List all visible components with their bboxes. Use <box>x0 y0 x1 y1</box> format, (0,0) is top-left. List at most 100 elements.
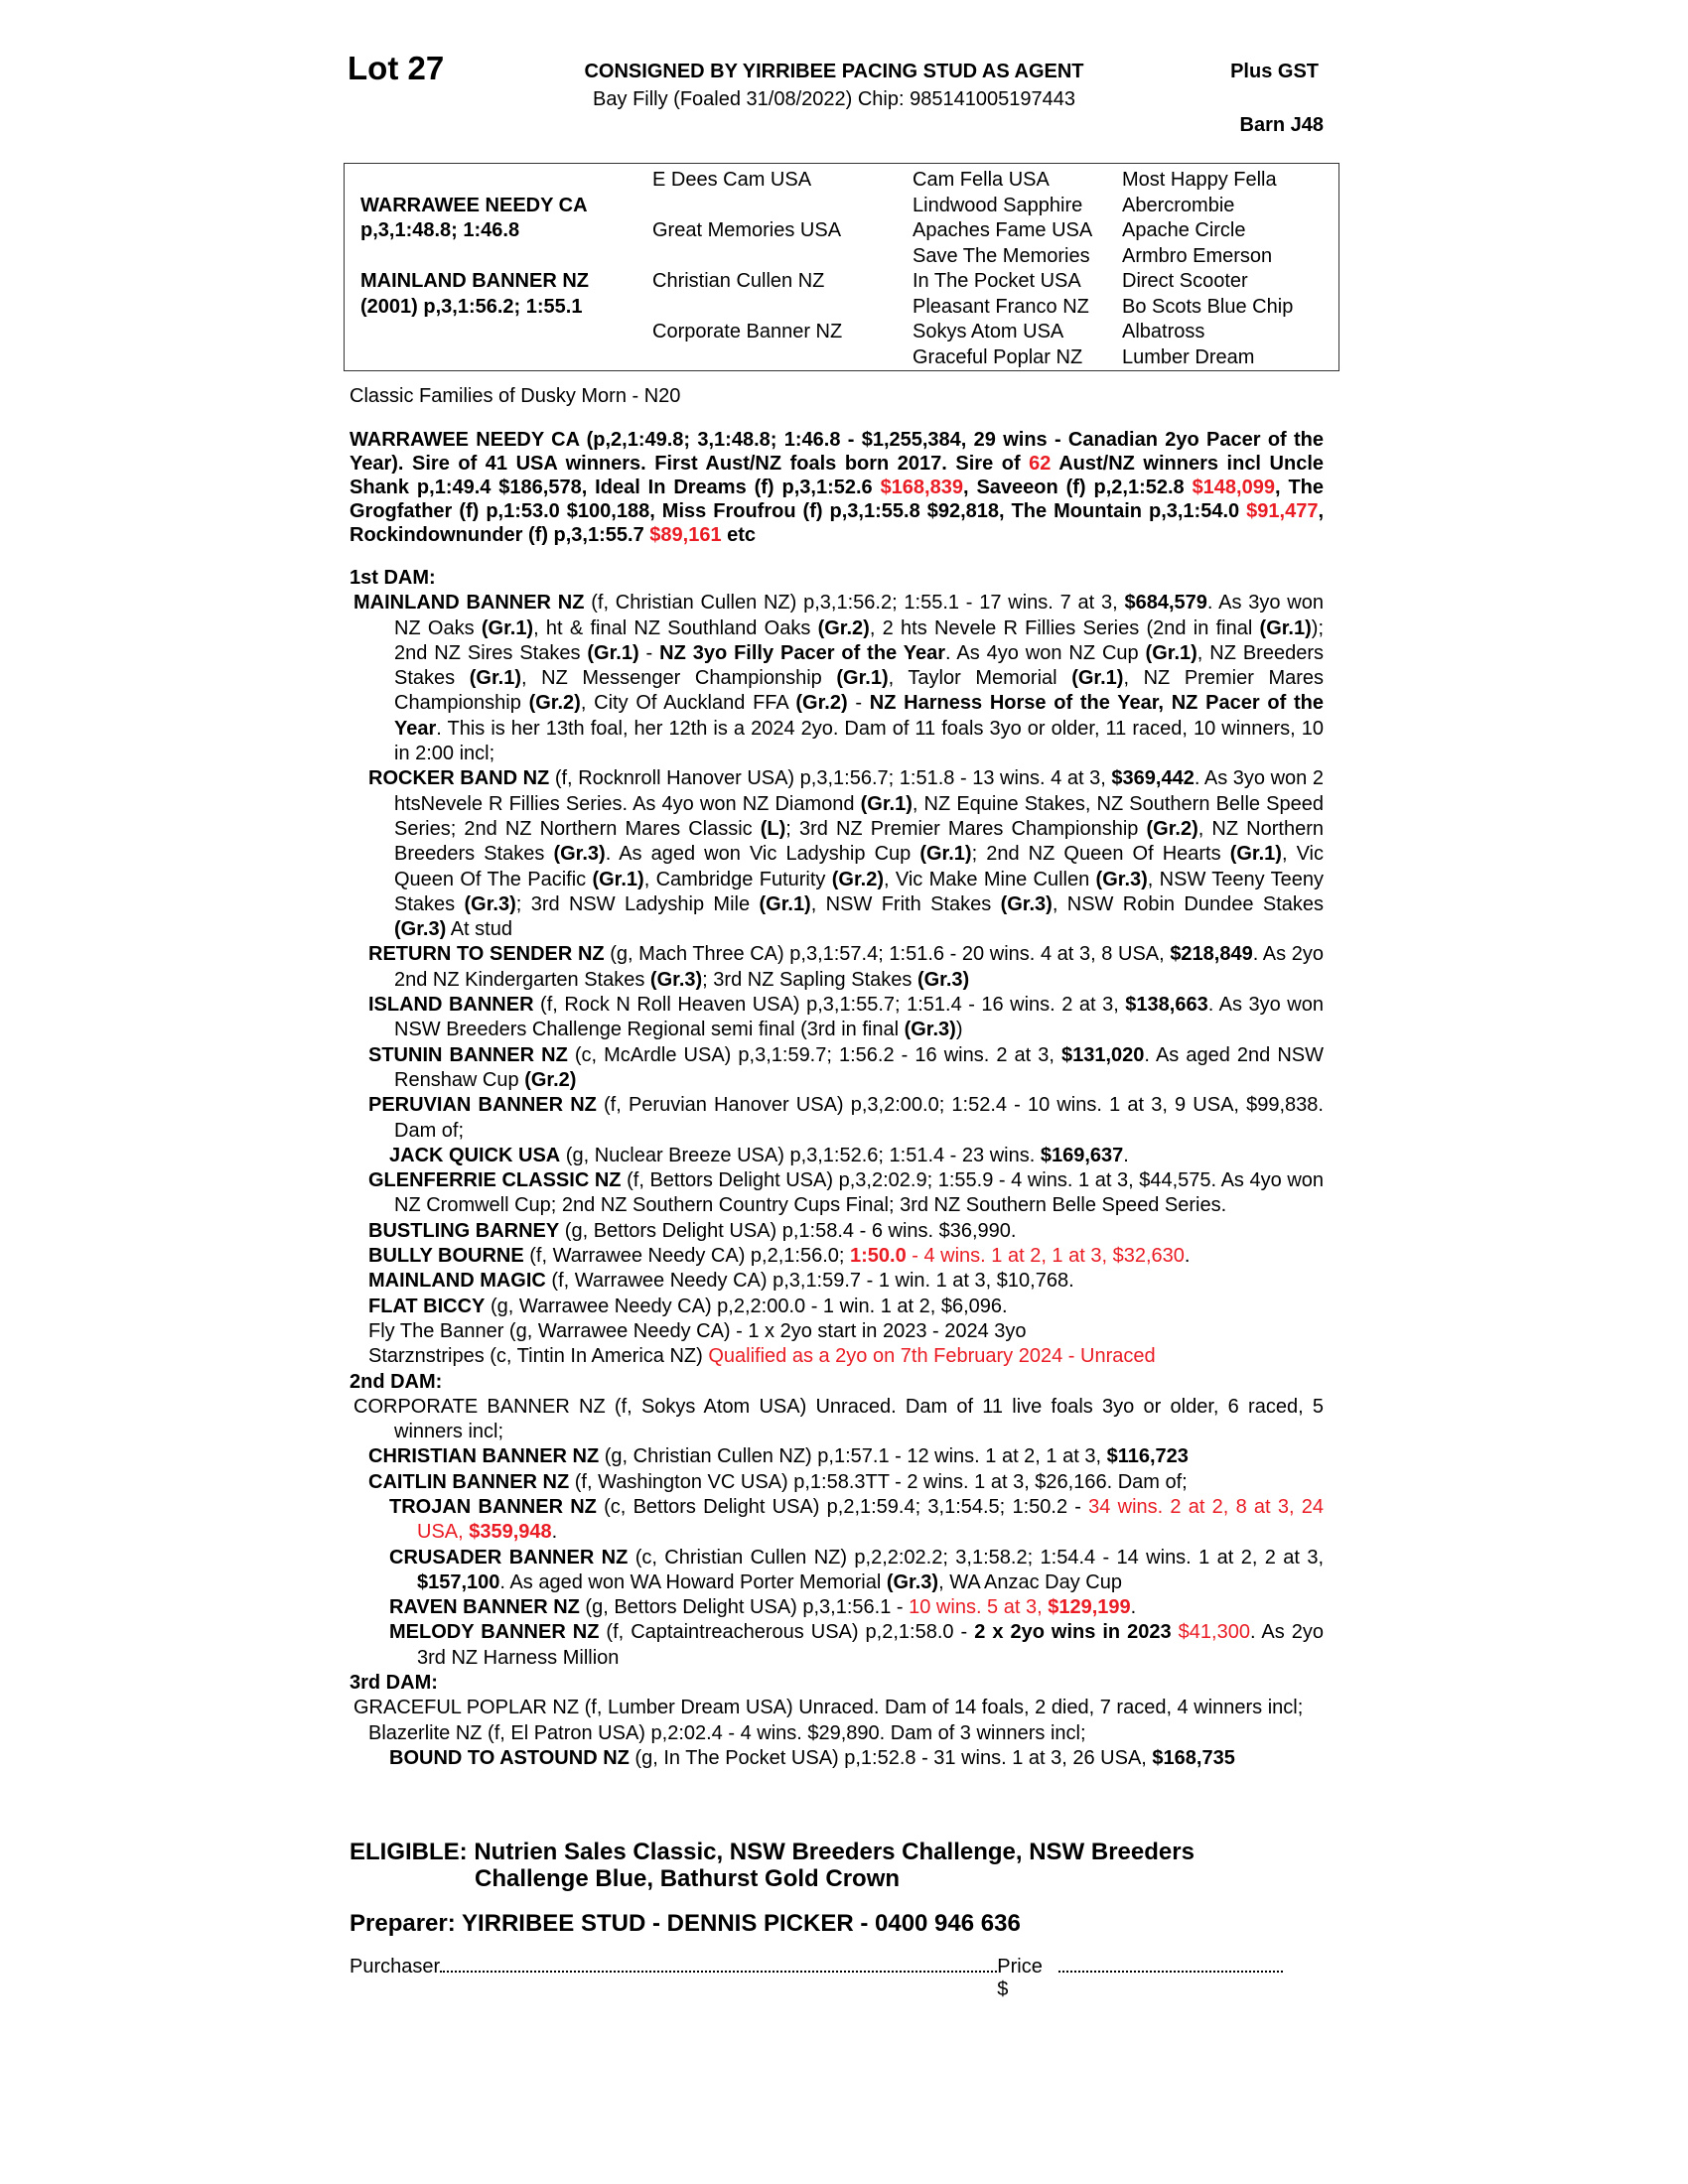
text-run: MAINLAND BANNER NZ <box>353 592 585 614</box>
progeny-entry: CAITLIN BANNER NZ (f, Washington VC USA)… <box>350 1470 1324 1495</box>
text-run: , Vic Make Mine Cullen <box>884 868 1096 890</box>
consignor-heading: CONSIGNED BY YIRRIBEE PACING STUD AS AGE… <box>584 61 1084 82</box>
text-run: , NZ Breeders Stakes <box>394 641 1324 690</box>
text-run: (Gr.3) <box>1000 892 1053 915</box>
text-run: (g, In The Pocket USA) p,1:52.8 - 31 win… <box>629 1746 1153 1769</box>
text-run: RETURN TO SENDER NZ <box>368 943 605 966</box>
progeny-entry: BUSTLING BARNEY (g, Bettors Delight USA)… <box>350 1219 1324 1244</box>
text-run: (f, Washington VC USA) p,1:58.3TT - 2 wi… <box>569 1470 1188 1493</box>
pedigree-ancestor: Bo Scots Blue Chip <box>1122 295 1294 318</box>
progeny-entry: BOUND TO ASTOUND NZ (g, In The Pocket US… <box>350 1746 1324 1771</box>
text-run: NZ 3yo Filly Pacer of the Year <box>659 641 945 664</box>
text-run: (Gr.2) <box>831 868 884 890</box>
text-run: Aust/NZ winners incl Uncle Shank p,1:49.… <box>350 453 1324 498</box>
text-run: (Gr.3) <box>394 918 447 941</box>
text-run: ; 3rd NSW Ladyship Mile <box>515 892 760 915</box>
text-run: (f, Rocknroll Hanover USA) p,3,1:56.7; 1… <box>549 767 1112 790</box>
text-run: $131,020 <box>1061 1043 1145 1066</box>
text-run: . As 3yo won NSW Breeders Challenge Regi… <box>394 994 1324 1041</box>
pedigree-grandparent: Great Memories USA <box>652 219 842 241</box>
text-run: (f, Warrawee Needy CA) p,2,1:56.0; <box>523 1245 850 1268</box>
text-run: , The Grogfather (f) p,1:53.0 $100,188, … <box>350 477 1324 522</box>
text-run: Starznstripes (c, Tintin In America NZ) <box>368 1345 709 1368</box>
text-run: . As aged won WA Howard Porter Memorial <box>499 1570 887 1593</box>
text-run: BULLY BOURNE <box>368 1245 524 1268</box>
text-run: - 4 wins. 1 at 2, 1 at 3, $32,630 <box>906 1245 1185 1268</box>
text-run: . <box>1130 1596 1137 1619</box>
text-run: ; 2nd NZ Queen Of Hearts <box>971 843 1230 866</box>
progeny-entry: JACK QUICK USA (g, Nuclear Breeze USA) p… <box>350 1144 1324 1168</box>
sire-record: p,3,1:48.8; 1:46.8 <box>360 219 520 241</box>
text-run: ); 2nd NZ Sires Stakes <box>394 616 1324 664</box>
text-run: CHRISTIAN BANNER NZ <box>368 1445 600 1468</box>
text-run: $89,161 <box>649 524 722 546</box>
text-run: . <box>1184 1245 1191 1268</box>
pedigree-great-grandparent: Sokys Atom USA <box>913 321 1064 342</box>
text-run: 34 wins. 2 at 2, 8 at 3, 24 USA, <box>417 1495 1324 1544</box>
text-run: MAINLAND MAGIC <box>368 1270 546 1293</box>
text-run <box>1172 1621 1179 1643</box>
progeny-entry: ISLAND BANNER (f, Rock N Roll Heaven USA… <box>350 993 1324 1043</box>
text-run: (L) <box>760 817 786 840</box>
text-run: , WA Anzac Day Cup <box>938 1570 1122 1593</box>
text-run: $157,100 <box>417 1570 500 1593</box>
text-run: $684,579 <box>1124 592 1207 614</box>
progeny-entry: Blazerlite NZ (f, El Patron USA) p,2:02.… <box>350 1721 1324 1746</box>
text-run: CORPORATE BANNER NZ (f, Sokys Atom USA) … <box>353 1395 1324 1443</box>
text-run: FLAT BICCY <box>368 1295 486 1317</box>
progeny-entry: TROJAN BANNER NZ (c, Bettors Delight USA… <box>350 1495 1324 1546</box>
text-run: (g, Warrawee Needy CA) p,2,2:00.0 - 1 wi… <box>485 1295 1008 1317</box>
pedigree-ancestor: Most Happy Fella <box>1122 169 1277 191</box>
progeny-entry: PERUVIAN BANNER NZ (f, Peruvian Hanover … <box>350 1093 1324 1144</box>
text-run: MELODY BANNER NZ <box>389 1621 600 1644</box>
tax-note: Plus GST <box>1230 61 1319 82</box>
purchaser-label: Purchaser <box>350 1956 441 1978</box>
text-run: . As 3yo won 2 htsNevele R Fillies Serie… <box>394 767 1324 815</box>
text-run: 10 wins. 5 at 3, <box>909 1596 1049 1619</box>
progeny-entry: Fly The Banner (g, Warrawee Needy CA) - … <box>350 1319 1324 1344</box>
text-run: CAITLIN BANNER NZ <box>368 1470 570 1493</box>
text-run: Fly The Banner (g, Warrawee Needy CA) - … <box>368 1319 1027 1342</box>
pedigree-grandparent: Christian Cullen NZ <box>652 270 825 292</box>
text-run: (c, Christian Cullen NZ) p,2,2:02.2; 3,1… <box>628 1546 1325 1569</box>
pedigree-ancestor: Armbro Emerson <box>1122 244 1273 267</box>
text-run: RAVEN BANNER NZ <box>389 1596 580 1619</box>
price-field[interactable] <box>1057 1971 1283 1973</box>
text-run: , NSW Teeny Teeny Stakes <box>394 868 1324 915</box>
text-run: (f, Warrawee Needy CA) p,3,1:59.7 - 1 wi… <box>545 1270 1074 1293</box>
eligible-label: ELIGIBLE: <box>350 1839 468 1865</box>
text-run: $359,948 <box>469 1521 552 1544</box>
text-run: (Gr.2) <box>795 692 848 715</box>
text-run: , NZ Messenger Championship <box>521 667 837 690</box>
purchaser-field[interactable] <box>440 1971 998 1973</box>
text-run: (Gr.1) <box>481 616 534 639</box>
text-run: STUNIN BANNER NZ <box>368 1043 568 1066</box>
text-run: $91,477 <box>1246 500 1319 522</box>
text-run: 2 x 2yo wins in 2023 <box>974 1621 1172 1644</box>
text-run: (g, Bettors Delight USA) p,1:58.4 - 6 wi… <box>559 1219 1017 1242</box>
pedigree-grandparent: E Dees Cam USA <box>652 169 812 191</box>
barn-location: Barn J48 <box>1239 114 1325 136</box>
progeny-entry: CORPORATE BANNER NZ (f, Sokys Atom USA) … <box>350 1395 1324 1445</box>
text-run: (Gr.2) <box>817 616 870 639</box>
text-run: (g, Mach Three CA) p,3,1:57.4; 1:51.6 - … <box>604 943 1171 966</box>
text-run: $218,849 <box>1170 943 1253 966</box>
text-run: WARRAWEE NEEDY CA (p,2,1:49.8; 3,1:48.8;… <box>350 429 1324 475</box>
text-run: (Gr.2) <box>1146 817 1198 840</box>
text-run: $116,723 <box>1106 1445 1189 1468</box>
text-run: (c, Bettors Delight USA) p,2,1:59.4; 3,1… <box>596 1495 1089 1518</box>
text-run: (f, Christian Cullen NZ) p,3,1:56.2; 1:5… <box>584 592 1125 614</box>
text-run: , Saveeon (f) p,2,1:52.8 <box>962 477 1193 498</box>
text-run: . <box>551 1521 558 1544</box>
text-run: $168,735 <box>1152 1746 1235 1769</box>
text-run: , Cambridge Futurity <box>643 868 832 890</box>
text-run: (Gr.1) <box>1259 616 1312 639</box>
progeny-entry: STUNIN BANNER NZ (c, McArdle USA) p,3,1:… <box>350 1043 1324 1094</box>
dam-heading: 2nd DAM: <box>350 1370 443 1393</box>
progeny-entry: RAVEN BANNER NZ (g, Bettors Delight USA)… <box>350 1595 1324 1620</box>
text-run: 62 <box>1029 453 1052 475</box>
text-run: , 2 hts Nevele R Fillies Series (2nd in … <box>869 616 1260 639</box>
text-run: ; 3rd NZ Sapling Stakes <box>702 968 917 991</box>
text-run: (f, Peruvian Hanover USA) p,3,2:00.0; 1:… <box>394 1094 1324 1142</box>
text-run: (Gr.1) <box>592 868 644 890</box>
